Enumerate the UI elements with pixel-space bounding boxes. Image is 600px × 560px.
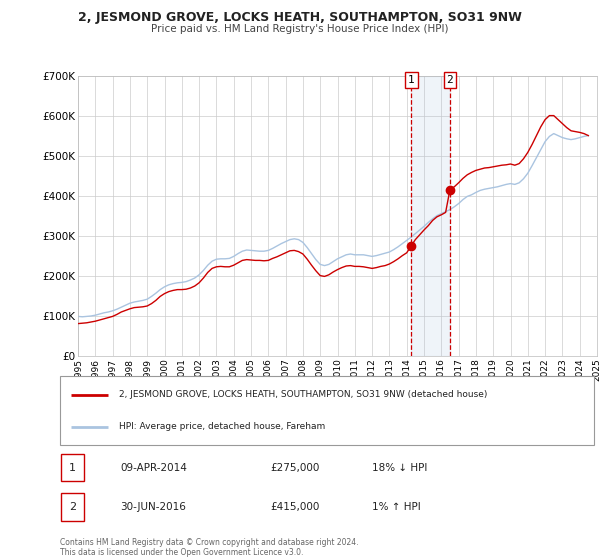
Text: HPI: Average price, detached house, Fareham: HPI: Average price, detached house, Fare…: [119, 422, 325, 431]
Text: 09-APR-2014: 09-APR-2014: [120, 463, 187, 473]
Text: 1% ↑ HPI: 1% ↑ HPI: [372, 502, 421, 512]
Text: 1: 1: [69, 463, 76, 473]
Text: 30-JUN-2016: 30-JUN-2016: [120, 502, 186, 512]
Text: Contains HM Land Registry data © Crown copyright and database right 2024.
This d: Contains HM Land Registry data © Crown c…: [60, 538, 359, 557]
Text: Price paid vs. HM Land Registry's House Price Index (HPI): Price paid vs. HM Land Registry's House …: [151, 24, 449, 34]
FancyBboxPatch shape: [61, 493, 84, 521]
Text: 2, JESMOND GROVE, LOCKS HEATH, SOUTHAMPTON, SO31 9NW: 2, JESMOND GROVE, LOCKS HEATH, SOUTHAMPT…: [78, 11, 522, 24]
Text: 2, JESMOND GROVE, LOCKS HEATH, SOUTHAMPTON, SO31 9NW (detached house): 2, JESMOND GROVE, LOCKS HEATH, SOUTHAMPT…: [119, 390, 487, 399]
Text: 2: 2: [69, 502, 76, 512]
FancyBboxPatch shape: [60, 376, 594, 445]
Text: 1: 1: [408, 75, 415, 85]
Text: 2: 2: [446, 75, 454, 85]
Text: £275,000: £275,000: [270, 463, 319, 473]
Text: 18% ↓ HPI: 18% ↓ HPI: [372, 463, 427, 473]
Text: £415,000: £415,000: [270, 502, 319, 512]
FancyBboxPatch shape: [61, 454, 84, 482]
Bar: [412, 76, 450, 356]
